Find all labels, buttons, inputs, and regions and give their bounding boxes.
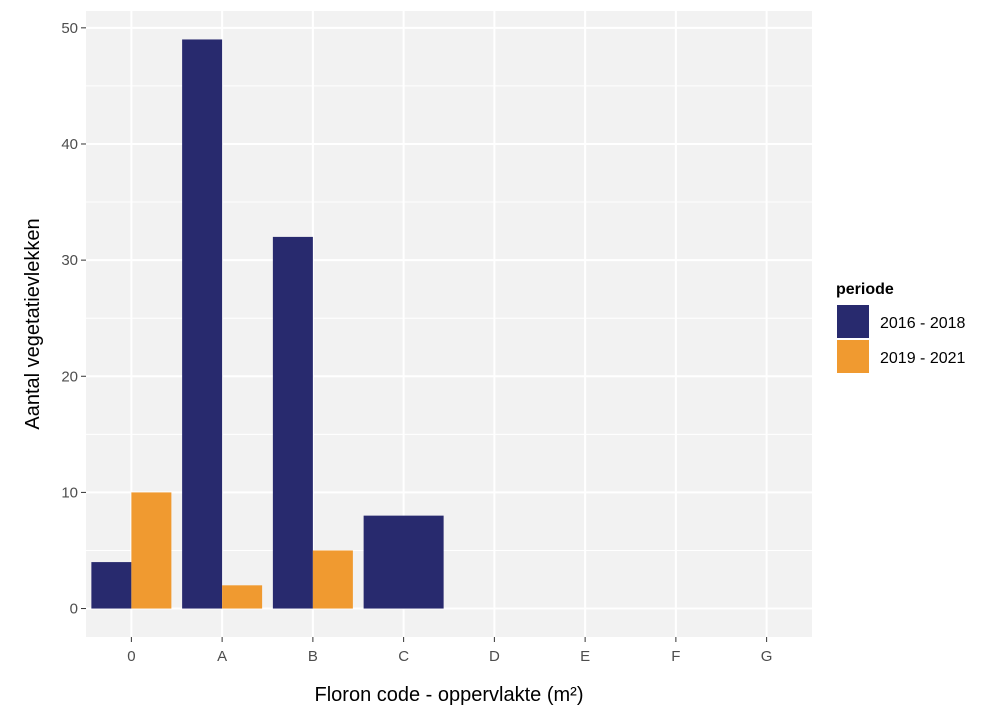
y-tick-label: 20 (61, 368, 78, 385)
legend-label-2016-2018: 2016 - 2018 (880, 315, 966, 332)
legend: periode 2016 - 2018 2019 - 2021 (836, 281, 966, 373)
x-tick-label-0: 0 (127, 648, 135, 665)
legend-item-2019-2021: 2019 - 2021 (837, 340, 966, 373)
y-axis: 0 10 20 30 40 50 (61, 20, 86, 618)
x-tick-label-G: G (761, 648, 773, 665)
legend-key-2019-2021 (837, 340, 869, 373)
bars-group (91, 39, 444, 609)
bar-A-2016-2018 (182, 39, 223, 609)
x-tick-label-A: A (217, 648, 227, 665)
x-tick-label-D: D (489, 648, 500, 665)
bar-A-2019-2021 (222, 585, 263, 609)
y-tick-label: 30 (61, 252, 78, 269)
bar-B-2019-2021 (312, 550, 353, 609)
x-tick-label-E: E (580, 648, 590, 665)
y-tick-label: 10 (61, 484, 78, 501)
bar-0-2019-2021 (131, 492, 172, 609)
legend-label-2019-2021: 2019 - 2021 (880, 350, 966, 367)
y-tick-label: 0 (70, 601, 78, 618)
legend-item-2016-2018: 2016 - 2018 (837, 305, 966, 338)
bar-C-2016-2018 (363, 515, 444, 609)
x-axis-title: Floron code - oppervlakte (m²) (315, 684, 584, 706)
x-tick-label-C: C (398, 648, 409, 665)
legend-title: periode (836, 281, 894, 298)
x-tick-label-B: B (308, 648, 318, 665)
bar-0-2016-2018 (91, 562, 132, 609)
legend-key-2016-2018 (837, 305, 869, 338)
y-tick-label: 40 (61, 136, 78, 153)
x-axis: 0 A B C D E F G (127, 637, 772, 665)
y-axis-title: Aantal vegetatievlekken (22, 218, 44, 429)
bar-B-2016-2018 (272, 236, 313, 609)
x-tick-label-F: F (671, 648, 680, 665)
y-tick-label: 50 (61, 20, 78, 37)
